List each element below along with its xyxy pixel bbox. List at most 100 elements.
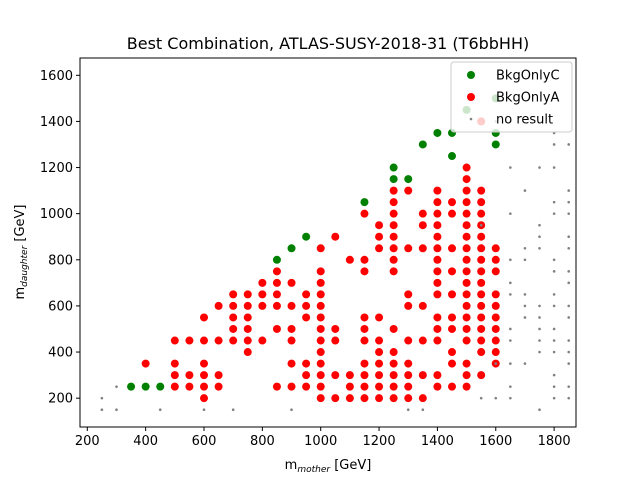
point-bkgonlya-103 bbox=[389, 359, 398, 368]
point-no-result-51 bbox=[552, 304, 556, 308]
point-bkgonlya-79 bbox=[360, 359, 369, 368]
point-bkgonlya-42 bbox=[287, 336, 296, 345]
point-bkgonlya-104 bbox=[389, 371, 398, 380]
point-bkgonlya-140 bbox=[448, 244, 456, 253]
point-bkgonlya-129 bbox=[433, 255, 442, 264]
point-bkgonlya-76 bbox=[360, 313, 369, 322]
point-bkgonlya-3 bbox=[170, 371, 179, 380]
point-bkgonlya-48 bbox=[302, 359, 311, 368]
point-no-result-64 bbox=[567, 270, 571, 273]
point-bkgonlya-35 bbox=[272, 290, 281, 299]
point-bkgonlya-136 bbox=[433, 371, 442, 380]
point-bkgonlya-9 bbox=[200, 336, 208, 345]
point-bkgonlya-87 bbox=[375, 336, 384, 345]
point-no-result-36 bbox=[538, 246, 541, 250]
point-no-result-29 bbox=[523, 293, 527, 296]
point-no-result-24 bbox=[509, 385, 512, 388]
point-bkgonlya-66 bbox=[331, 336, 340, 345]
point-no-result-42 bbox=[538, 408, 541, 412]
point-bkgonlya-130 bbox=[433, 267, 442, 276]
point-bkgonlya-26 bbox=[243, 324, 252, 333]
point-bkgonlya-36 bbox=[272, 301, 281, 310]
point-bkgonlya-82 bbox=[360, 394, 369, 403]
legend-label-no-result: no result bbox=[496, 113, 553, 128]
point-bkgonlya-15 bbox=[214, 336, 223, 345]
point-bkgonlya-121 bbox=[418, 371, 427, 380]
point-bkgonlyc-1 bbox=[141, 382, 150, 391]
point-no-result-49 bbox=[552, 270, 556, 273]
legend: BkgOnlyC BkgOnlyA no result bbox=[450, 61, 573, 133]
point-bkgonlya-186 bbox=[491, 267, 500, 276]
point-bkgonlya-13 bbox=[200, 394, 208, 403]
point-bkgonlya-37 bbox=[272, 324, 281, 333]
point-bkgonlya-29 bbox=[258, 278, 267, 287]
point-no-result-22 bbox=[509, 339, 512, 342]
point-bkgonlya-119 bbox=[418, 301, 427, 310]
point-no-result-54 bbox=[552, 350, 556, 354]
point-bkgonlya-176 bbox=[477, 278, 486, 287]
point-no-result-18 bbox=[509, 258, 512, 262]
point-no-result-14 bbox=[494, 396, 498, 400]
point-bkgonlya-148 bbox=[462, 163, 471, 172]
point-bkgonlya-138 bbox=[448, 198, 456, 207]
point-bkgonlya-55 bbox=[316, 301, 325, 310]
point-bkgonlya-111 bbox=[404, 336, 413, 345]
chart-title: Best Combination, ATLAS-SUSY-2018-31 (T6… bbox=[127, 34, 529, 53]
point-bkgonlya-54 bbox=[316, 290, 325, 299]
point-no-result-23 bbox=[509, 362, 512, 365]
point-bkgonlya-141 bbox=[448, 267, 456, 276]
point-bkgonlya-62 bbox=[316, 382, 325, 391]
point-no-result-8 bbox=[406, 408, 410, 412]
point-bkgonlya-179 bbox=[477, 313, 486, 322]
point-bkgonlya-52 bbox=[316, 267, 325, 276]
point-no-result-6 bbox=[231, 408, 235, 412]
point-bkgonlya-131 bbox=[433, 278, 442, 287]
point-bkgonlya-39 bbox=[287, 278, 296, 287]
point-bkgonlya-27 bbox=[243, 336, 252, 345]
point-bkgonlya-19 bbox=[229, 301, 238, 310]
point-no-result-5 bbox=[202, 408, 206, 412]
y-tick-label-1200: 1200 bbox=[40, 161, 73, 176]
point-bkgonlya-169 bbox=[477, 198, 486, 207]
y-axis-label-unit: [GeV] bbox=[13, 204, 28, 245]
legend-label-bkgonlyc: BkgOnlyC bbox=[496, 69, 560, 84]
legend-label-bkgonlya: BkgOnlyA bbox=[496, 91, 559, 106]
point-bkgonlya-158 bbox=[462, 278, 471, 287]
point-bkgonlyc-10 bbox=[418, 140, 427, 149]
point-no-result-47 bbox=[552, 212, 556, 215]
point-bkgonlya-187 bbox=[491, 290, 500, 299]
point-no-result-0 bbox=[100, 396, 104, 400]
point-bkgonlya-8 bbox=[200, 313, 208, 322]
point-bkgonlya-20 bbox=[229, 313, 238, 322]
point-bkgonlya-59 bbox=[316, 348, 325, 357]
point-bkgonlya-155 bbox=[462, 244, 471, 253]
point-no-result-71 bbox=[567, 385, 571, 388]
point-bkgonlya-132 bbox=[433, 290, 442, 299]
point-bkgonlya-95 bbox=[389, 209, 398, 218]
point-bkgonlya-184 bbox=[491, 244, 500, 253]
point-no-result-56 bbox=[552, 385, 556, 388]
point-no-result-2 bbox=[115, 385, 118, 388]
point-bkgonlya-180 bbox=[477, 324, 486, 333]
legend-marker-bkgonlya bbox=[467, 93, 475, 101]
point-bkgonlya-72 bbox=[345, 394, 354, 403]
point-bkgonlya-49 bbox=[302, 371, 311, 380]
point-bkgonlya-146 bbox=[448, 359, 456, 368]
point-no-result-32 bbox=[523, 362, 527, 365]
point-bkgonlya-102 bbox=[389, 348, 398, 357]
point-bkgonlya-139 bbox=[448, 209, 456, 218]
point-bkgonlya-17 bbox=[214, 382, 223, 391]
point-bkgonlya-51 bbox=[316, 244, 325, 253]
point-bkgonlya-101 bbox=[389, 324, 398, 333]
point-bkgonlya-84 bbox=[375, 232, 384, 241]
point-bkgonlya-147 bbox=[448, 382, 456, 391]
point-bkgonlya-143 bbox=[448, 313, 456, 322]
point-no-result-25 bbox=[509, 396, 512, 400]
point-bkgonlya-44 bbox=[287, 382, 296, 391]
point-no-result-9 bbox=[421, 408, 425, 412]
point-bkgonlyc-5 bbox=[302, 232, 311, 241]
point-bkgonlya-110 bbox=[404, 301, 413, 310]
point-bkgonlya-137 bbox=[433, 382, 442, 391]
point-no-result-10 bbox=[479, 223, 483, 227]
point-no-result-19 bbox=[509, 281, 512, 285]
